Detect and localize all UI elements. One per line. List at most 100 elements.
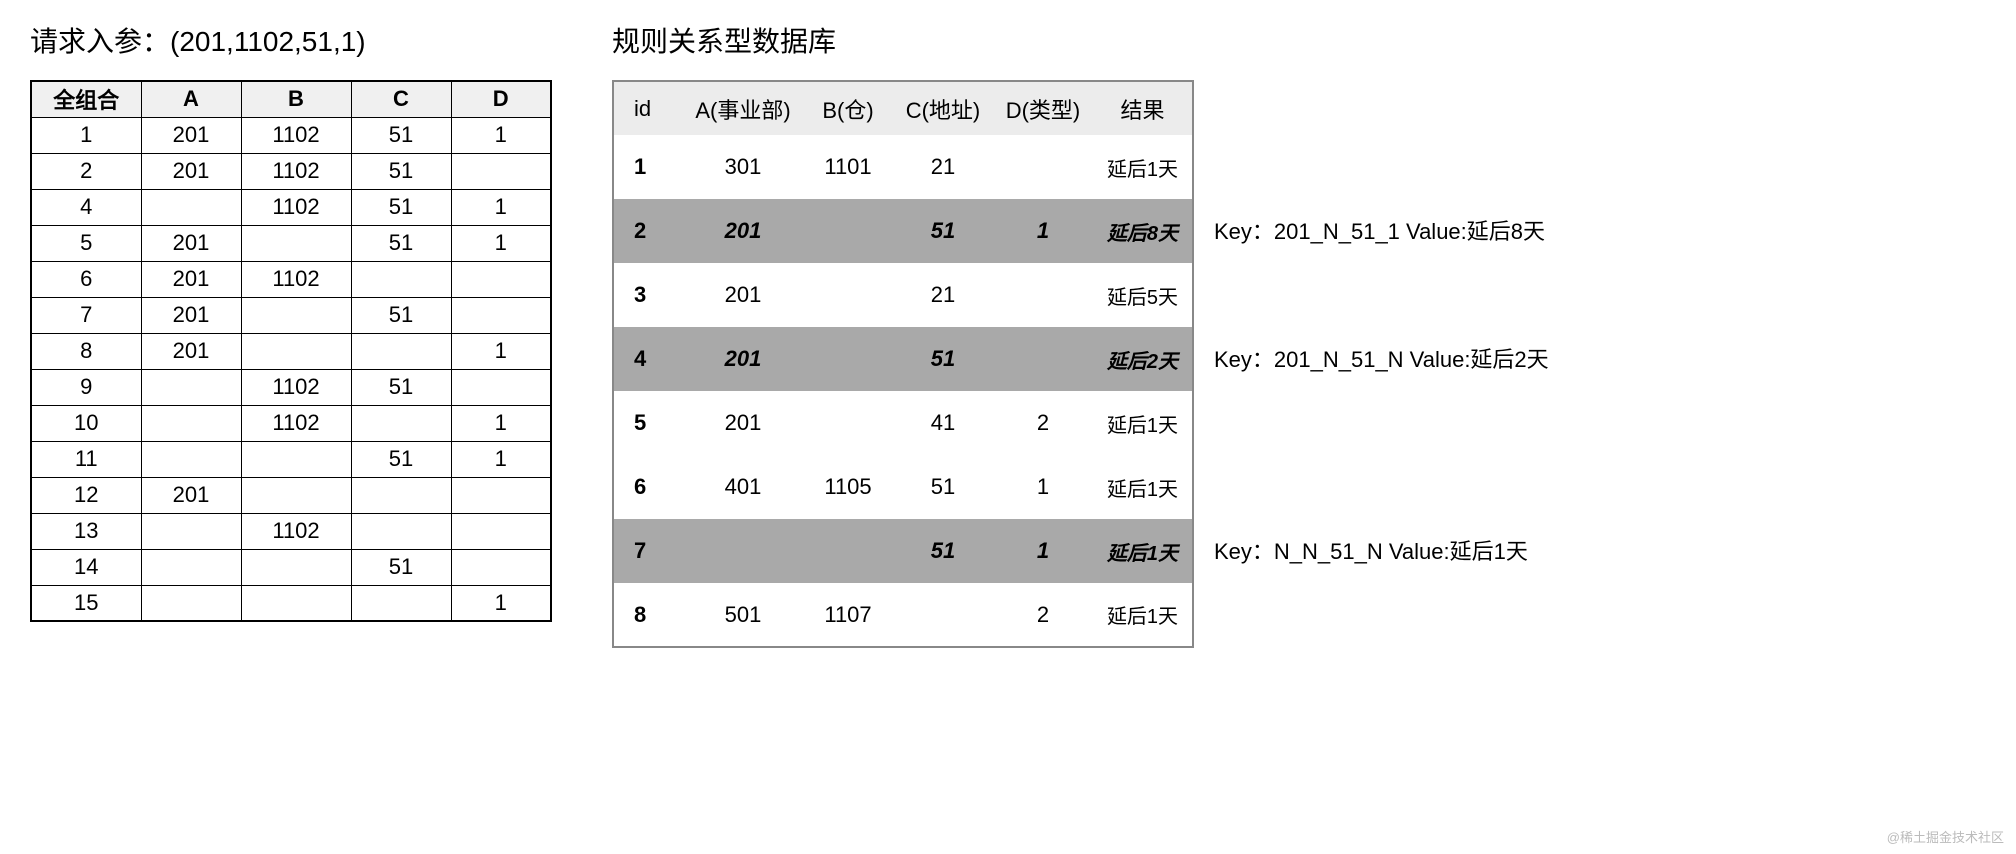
table-row: 11511 — [31, 441, 551, 477]
table-row: 2201110251 — [31, 153, 551, 189]
table-cell: 延后1天 — [1093, 455, 1193, 519]
table-row: 1451 — [31, 549, 551, 585]
table-cell: 延后1天 — [1093, 519, 1193, 583]
table-cell — [141, 369, 241, 405]
table-cell — [141, 585, 241, 621]
table-cell: 501 — [683, 583, 803, 647]
db-header: id — [613, 81, 683, 135]
table-cell — [803, 199, 893, 263]
annotation-text — [1214, 454, 1549, 518]
table-cell — [993, 327, 1093, 391]
combo-header: B — [241, 81, 351, 117]
annotation-text — [1214, 582, 1549, 646]
table-cell — [683, 519, 803, 583]
table-cell — [803, 391, 893, 455]
annotation-text — [1214, 262, 1549, 326]
table-cell: 5 — [613, 391, 683, 455]
table-cell: 1107 — [803, 583, 893, 647]
table-cell — [241, 585, 351, 621]
table-cell: 51 — [893, 327, 993, 391]
table-cell — [241, 477, 351, 513]
combo-header: C — [351, 81, 451, 117]
table-cell: 11 — [31, 441, 141, 477]
table-cell: 延后1天 — [1093, 135, 1193, 199]
table-cell: 201 — [141, 117, 241, 153]
table-cell: 1 — [993, 519, 1093, 583]
watermark: @稀土掘金技术社区 — [1887, 827, 2004, 846]
table-cell — [241, 225, 351, 261]
table-cell — [241, 297, 351, 333]
table-cell — [141, 549, 241, 585]
table-cell — [451, 477, 551, 513]
table-row: 12011102511 — [31, 117, 551, 153]
combo-table: 全组合 A B C D 1201110251122011102514110251… — [30, 80, 552, 622]
right-section: 规则关系型数据库 id A(事业部) B(仓) C(地址) D(类型) 结果 1… — [612, 20, 1549, 648]
table-cell: 1102 — [241, 153, 351, 189]
table-cell — [451, 513, 551, 549]
table-cell — [351, 333, 451, 369]
combo-header: A — [141, 81, 241, 117]
table-cell: 201 — [141, 297, 241, 333]
table-row: 2201511延后8天 — [613, 199, 1193, 263]
table-cell: 延后2天 — [1093, 327, 1193, 391]
table-cell: 7 — [31, 297, 141, 333]
table-row: 10 1102 1 — [31, 405, 551, 441]
table-cell — [451, 261, 551, 297]
table-cell: 41 — [893, 391, 993, 455]
table-cell: 201 — [141, 477, 241, 513]
table-cell: 1 — [451, 117, 551, 153]
table-cell: 6 — [613, 455, 683, 519]
table-cell — [141, 441, 241, 477]
table-cell: 2 — [993, 391, 1093, 455]
table-cell: 9 — [31, 369, 141, 405]
combo-header-row: 全组合 A B C D — [31, 81, 551, 117]
table-cell: 201 — [141, 153, 241, 189]
table-cell — [803, 327, 893, 391]
combo-header: 全组合 — [31, 81, 141, 117]
table-cell: 2 — [993, 583, 1093, 647]
table-cell: 8 — [613, 583, 683, 647]
table-cell: 1101 — [803, 135, 893, 199]
annotation-text — [1214, 134, 1549, 198]
table-cell: 51 — [351, 153, 451, 189]
table-cell: 1 — [451, 405, 551, 441]
table-cell — [451, 369, 551, 405]
table-cell: 15 — [31, 585, 141, 621]
table-cell: 12 — [31, 477, 141, 513]
table-cell: 4 — [31, 189, 141, 225]
table-cell: 3 — [613, 263, 683, 327]
combo-header: D — [451, 81, 551, 117]
db-table: id A(事业部) B(仓) C(地址) D(类型) 结果 1301110121… — [612, 80, 1194, 648]
table-cell: 51 — [351, 189, 451, 225]
table-row: 850111072延后1天 — [613, 583, 1193, 647]
table-row: 320121延后5天 — [613, 263, 1193, 327]
db-header: B(仓) — [803, 81, 893, 135]
annotation-text: Key：201_N_51_N Value:延后2天 — [1214, 326, 1549, 390]
table-cell — [893, 583, 993, 647]
table-cell — [141, 189, 241, 225]
table-row: 5201511 — [31, 225, 551, 261]
table-cell: 51 — [351, 369, 451, 405]
table-row: 420151延后2天 — [613, 327, 1193, 391]
table-cell — [241, 333, 351, 369]
table-cell: 1 — [451, 225, 551, 261]
table-cell: 1 — [451, 333, 551, 369]
table-cell: 2 — [31, 153, 141, 189]
table-cell: 201 — [141, 333, 241, 369]
table-cell: 1102 — [241, 369, 351, 405]
table-cell: 5 — [31, 225, 141, 261]
table-cell — [241, 441, 351, 477]
table-row: 82011 — [31, 333, 551, 369]
table-cell: 21 — [893, 263, 993, 327]
db-header: A(事业部) — [683, 81, 803, 135]
table-cell: 1102 — [241, 405, 351, 441]
table-cell — [993, 135, 1093, 199]
table-cell: 401 — [683, 455, 803, 519]
table-row: 9 110251 — [31, 369, 551, 405]
table-row: 64011105511延后1天 — [613, 455, 1193, 519]
table-cell — [351, 585, 451, 621]
table-cell: 1 — [993, 199, 1093, 263]
table-cell: 10 — [31, 405, 141, 441]
table-cell: 51 — [893, 199, 993, 263]
table-row: 12201 — [31, 477, 551, 513]
